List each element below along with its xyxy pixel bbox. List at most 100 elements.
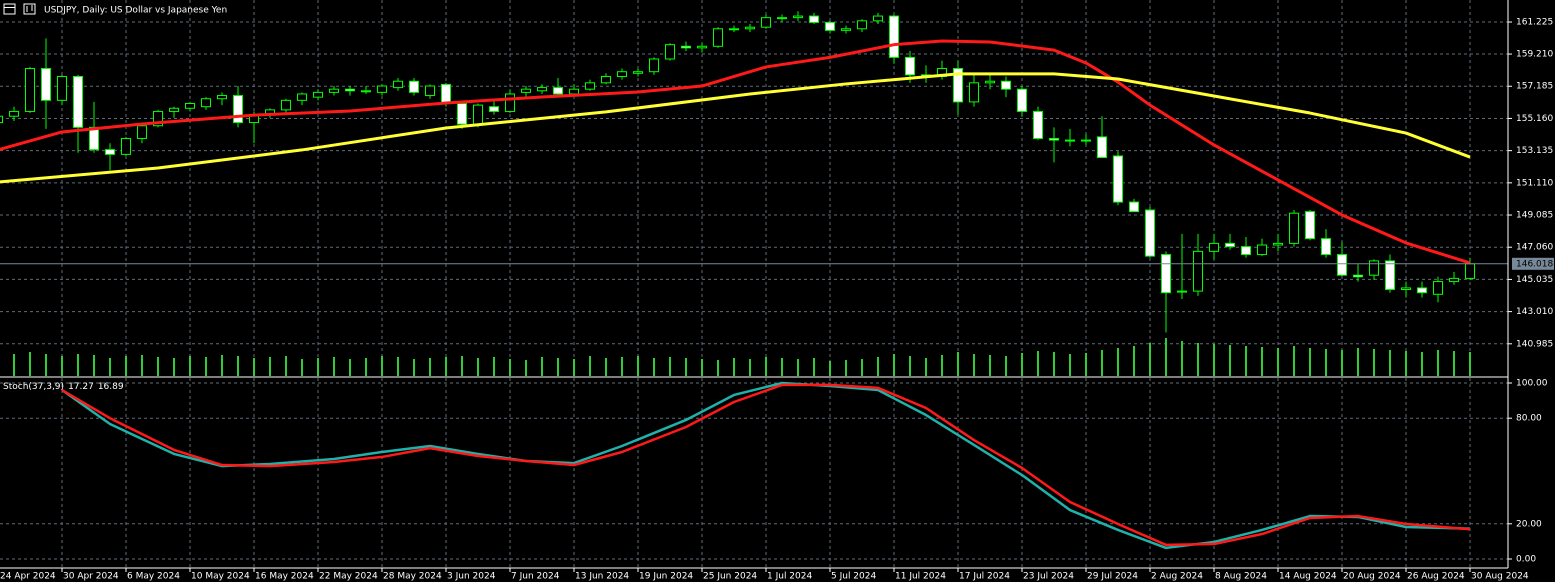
x-tick-label: 30 Apr 2024 [63,572,119,582]
volume-bar [45,354,47,376]
candle-body [297,93,307,101]
y-tick-label: 140.985 [1516,339,1553,349]
volume-bar [93,355,95,376]
current-price-tag [1512,257,1554,270]
volume-bar [861,359,863,376]
x-tick-label: 1 Jul 2024 [767,572,812,582]
candle-body [345,88,355,92]
candle-body [1193,250,1203,292]
volume-bar [685,358,687,376]
indicator-name: Stoch(37,3,9) [3,382,64,392]
candle-body [105,149,115,155]
volume-bar [1005,356,1007,376]
y-tick-label: 161.225 [1516,18,1553,28]
volume-bar [365,358,367,376]
candle-body [393,80,403,89]
volume-bar [397,357,399,376]
volume-bar [877,357,879,376]
candle-body [1241,246,1251,256]
candle-body [1465,263,1475,279]
volume-bar [1037,351,1039,376]
volume-bar [429,358,431,376]
volume-bar [557,358,559,376]
candle-body [313,91,323,98]
candle-body [985,80,995,84]
y-tick-label: 157.185 [1516,82,1553,92]
candle-body [1001,80,1011,90]
candle-body [329,88,339,93]
candle-body [905,56,915,76]
volume-bar [1165,338,1167,376]
candle-body [777,17,787,20]
volume-bar [813,358,815,376]
candle-body [473,104,483,125]
volume-bar [1101,350,1103,376]
candle-body [1305,211,1315,240]
moving-average-line [0,39,1471,265]
volume-bar [109,358,111,376]
volume-bar [1261,347,1263,376]
candle-body [361,90,371,93]
volume-bar [1181,341,1183,376]
x-tick-label: 29 Jul 2024 [1087,572,1138,582]
icon [3,3,16,15]
volume-bar [1453,351,1455,376]
x-tick-label: 5 Jul 2024 [831,572,876,582]
candle-body [1113,155,1123,203]
candle-body [553,87,563,95]
volume-bar [1229,345,1231,376]
candle-body [569,88,579,95]
candle-body [1017,88,1027,112]
stochastic-line [61,383,1471,547]
candle-body [25,68,35,112]
candle-body [857,20,867,30]
y-tick-label: 0.00 [1516,555,1536,565]
candle-body [969,82,979,103]
volume-bar [1133,346,1135,376]
volume-bar [941,355,943,376]
candle-body [889,15,899,58]
x-tick-label: 14 Aug 2024 [1279,572,1337,582]
volume-bar [701,359,703,376]
volume-bar [1021,353,1023,376]
volume-bar [781,358,783,376]
current-price-label: 146.018 [1516,259,1553,269]
candle-body [1417,287,1427,294]
volume-bar [333,357,335,376]
candle-body [1145,209,1155,257]
indicator-title: Stoch(37,3,9) 17.27 16.89 [3,382,124,392]
y-tick-label: 151.110 [1516,178,1553,188]
candle-body [825,21,835,31]
candle-body [633,71,643,74]
volume-bar [973,354,975,376]
candle-body [1337,254,1347,276]
x-tick-label: 23 Jul 2024 [1023,572,1074,582]
candle-body [1449,277,1459,283]
candle-body [1433,281,1443,295]
volume-bar [589,356,591,376]
candle-body [1353,274,1363,278]
candle-body [1385,260,1395,291]
candle-body [649,58,659,73]
volume-bar [221,355,223,376]
candle-body [809,15,819,23]
x-tick-label: 24 Apr 2024 [0,572,56,582]
indicator-value: 17.27 [68,382,94,392]
x-tick-label: 11 Jul 2024 [895,572,946,582]
stochastic-line [61,381,1471,550]
volume-bar [509,359,511,376]
volume-bar [717,360,719,376]
volume-bar [605,358,607,376]
candle-body [0,115,3,124]
candle-body [425,85,435,97]
candle-body [489,106,499,112]
volume-bar [1405,351,1407,376]
x-tick-label: 3 Jun 2024 [447,572,496,582]
candle-body [505,93,515,112]
volume-bar [269,357,271,376]
volume-bar [29,352,31,376]
volume-bar [1421,352,1423,376]
x-tick-label: 7 Jun 2024 [511,572,560,582]
